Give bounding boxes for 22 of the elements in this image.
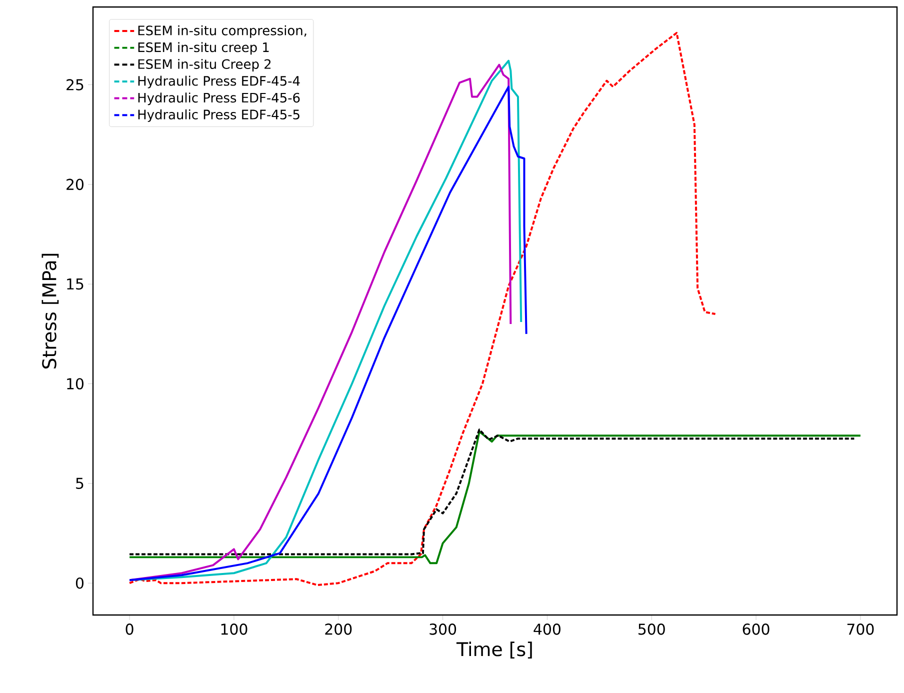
y-tick-label: 5	[76, 478, 84, 489]
x-tick-label: 300	[430, 624, 456, 635]
legend-label: ESEM in-situ compression,	[138, 25, 306, 38]
y-tick-label: 0	[76, 577, 84, 589]
x-tick-label: 100	[221, 624, 248, 635]
legend-label: Hydraulic Press EDF-45-5	[138, 109, 300, 122]
legend-label: ESEM in-situ Creep 2	[138, 58, 271, 72]
x-tick-label: 400	[534, 624, 560, 635]
y-tick-label: 10	[67, 378, 84, 390]
x-tick-label: 0	[126, 624, 134, 635]
y-axis-title: Stress [MPa]	[42, 254, 59, 368]
y-tick-label: 20	[66, 178, 84, 190]
legend-label: Hydraulic Press EDF-45-6	[138, 92, 300, 106]
legend-label: ESEM in-situ creep 1	[138, 42, 269, 55]
x-tick-label: 500	[638, 624, 665, 635]
x-tick-label: 200	[325, 624, 352, 635]
y-tick-label: 15	[67, 278, 84, 290]
x-tick-label: 700	[847, 624, 874, 635]
y-tick-label: 25	[66, 79, 84, 90]
legend-label: Hydraulic Press EDF-45-4	[138, 76, 300, 88]
x-tick-label: 600	[742, 624, 770, 635]
x-axis-title: Time [s]	[456, 642, 532, 659]
